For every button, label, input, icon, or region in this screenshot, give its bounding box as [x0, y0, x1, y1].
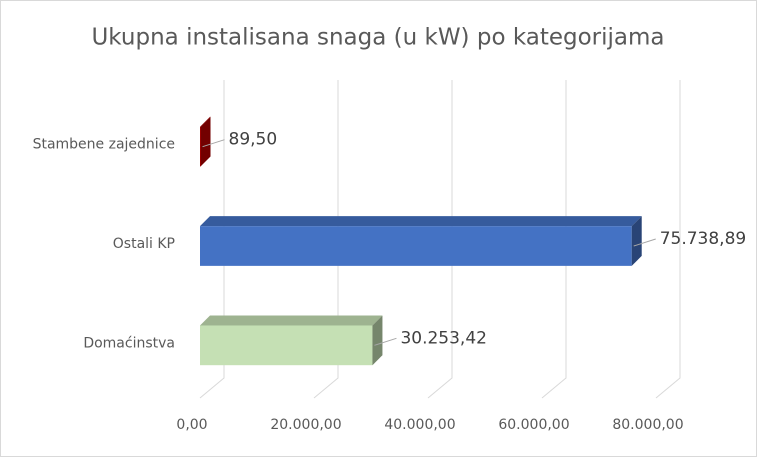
y-tick-label: Domaćinstva: [83, 335, 175, 351]
bar: [200, 126, 201, 167]
leader-line: [202, 139, 225, 148]
bar: [200, 325, 373, 366]
x-tick-label: 80.000,00: [612, 417, 683, 433]
y-tick-label: Stambene zajednice: [33, 137, 175, 153]
bar-top: [200, 216, 642, 227]
grid-line: [427, 80, 453, 399]
y-tick-label: Ostali KP: [113, 236, 175, 252]
grid-line: [655, 80, 681, 399]
bar: [200, 226, 632, 266]
grid-line: [541, 80, 567, 399]
bar-top: [200, 315, 383, 326]
bar-side: [200, 116, 211, 167]
chart-title: Ukupna instalisana snaga (u kW) po kateg…: [91, 25, 664, 51]
x-tick-label: 0,00: [176, 417, 207, 433]
grid-line: [313, 80, 339, 399]
x-tick-label: 20.000,00: [270, 417, 341, 433]
x-tick-label: 40.000,00: [384, 417, 455, 433]
bar-top: [200, 116, 211, 127]
bar-side: [631, 216, 642, 266]
leader-line: [633, 238, 656, 247]
data-label: 30.253,42: [400, 328, 487, 348]
data-label: 75.738,89: [660, 229, 747, 249]
data-label: 89,50: [229, 130, 278, 150]
x-tick-label: 60.000,00: [498, 417, 569, 433]
leader-line: [374, 337, 397, 346]
grid-line: [199, 80, 225, 399]
bar-side: [372, 315, 383, 366]
